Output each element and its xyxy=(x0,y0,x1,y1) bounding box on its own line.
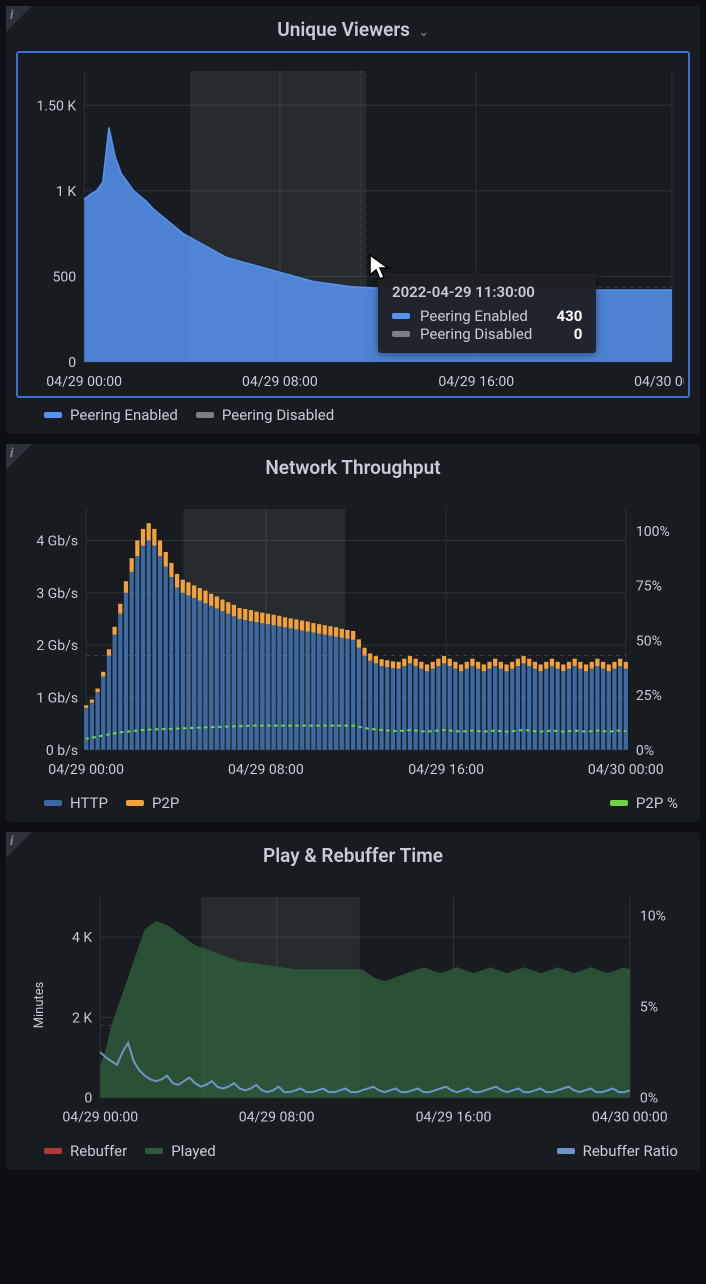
chevron-down-icon: ⌄ xyxy=(419,25,429,39)
panel-title-text: Play & Rebuffer Time xyxy=(263,844,443,867)
svg-text:5%: 5% xyxy=(640,999,658,1015)
y-axis-label: Minutes xyxy=(32,982,47,1029)
legend-item[interactable]: Played xyxy=(145,1142,216,1160)
svg-text:04/29 00:00: 04/29 00:00 xyxy=(46,374,122,390)
svg-text:04/29 08:00: 04/29 08:00 xyxy=(228,762,304,778)
panel-title[interactable]: Play & Rebuffer Time xyxy=(16,838,690,877)
svg-text:1.50 K: 1.50 K xyxy=(37,98,77,114)
svg-text:500: 500 xyxy=(52,269,76,285)
svg-text:0%: 0% xyxy=(640,1090,658,1106)
panel-play-rebuffer: i Play & Rebuffer Time Minutes 0 2 K 4 K 0%… xyxy=(6,832,700,1170)
panel-info-icon[interactable]: i xyxy=(6,6,32,32)
svg-text:75%: 75% xyxy=(636,579,662,595)
panel-info-icon[interactable]: i xyxy=(6,444,32,470)
legend-item[interactable]: Peering Disabled xyxy=(196,406,334,424)
svg-text:2 Gb/s: 2 Gb/s xyxy=(36,638,78,654)
svg-text:25%: 25% xyxy=(636,688,662,704)
svg-text:04/29 16:00: 04/29 16:00 xyxy=(416,1110,492,1126)
chart-legend: Rebuffer Played Rebuffer Ratio xyxy=(16,1134,690,1160)
svg-text:04/30 00:00: 04/30 00:00 xyxy=(588,762,664,778)
play-rebuffer-chart[interactable]: 0 2 K 4 K 0% 5% 10% 04/29 00:00 04/29 08:00 04/2… xyxy=(22,887,684,1128)
chart-legend: Peering Enabled Peering Disabled xyxy=(16,398,690,424)
svg-text:04/29 00:00: 04/29 00:00 xyxy=(48,762,124,778)
legend-item[interactable]: Rebuffer xyxy=(44,1142,127,1160)
svg-text:1 K: 1 K xyxy=(56,184,76,200)
svg-text:0: 0 xyxy=(68,355,76,371)
svg-text:100%: 100% xyxy=(636,524,670,540)
chart-tooltip: 2022-04-29 11:30:00 Peering Enabled430Pe… xyxy=(378,273,596,353)
legend-item[interactable]: Rebuffer Ratio xyxy=(557,1142,678,1160)
svg-text:4 Gb/s: 4 Gb/s xyxy=(36,533,78,549)
chart-area[interactable]: 0 b/s 1 Gb/s 2 Gb/s 3 Gb/s 4 Gb/s 0% 25% 50% 75%… xyxy=(16,489,690,786)
chart-area[interactable]: Minutes 0 2 K 4 K 0% 5% 10% 04/29 00:00 04/29 0… xyxy=(16,877,690,1134)
svg-text:04/30 00:00: 04/30 00:00 xyxy=(592,1110,668,1126)
legend-item[interactable]: P2P % xyxy=(610,794,678,812)
svg-text:04/29 08:00: 04/29 08:00 xyxy=(239,1110,315,1126)
tooltip-timestamp: 2022-04-29 11:30:00 xyxy=(392,283,582,301)
svg-text:0: 0 xyxy=(84,1090,92,1106)
svg-text:2 K: 2 K xyxy=(72,1010,92,1026)
legend-item[interactable]: P2P xyxy=(126,794,179,812)
panel-info-icon[interactable]: i xyxy=(6,832,32,858)
svg-text:4 K: 4 K xyxy=(72,930,92,946)
svg-text:10%: 10% xyxy=(640,908,666,924)
legend-item[interactable]: HTTP xyxy=(44,794,108,812)
panel-title[interactable]: Unique Viewers ⌄ xyxy=(16,12,690,51)
svg-text:04/29 00:00: 04/29 00:00 xyxy=(62,1110,138,1126)
chart-legend: HTTP P2P P2P % xyxy=(16,786,690,812)
svg-text:1 Gb/s: 1 Gb/s xyxy=(36,690,78,706)
panel-network-throughput: i Network Throughput 0 b/s 1 Gb/s 2 Gb/s 3 … xyxy=(6,444,700,822)
svg-text:04/29 16:00: 04/29 16:00 xyxy=(438,374,514,390)
panel-title-text: Unique Viewers xyxy=(277,18,410,41)
svg-text:0%: 0% xyxy=(636,743,654,759)
svg-text:3 Gb/s: 3 Gb/s xyxy=(36,586,78,602)
panel-title-text: Network Throughput xyxy=(265,456,440,479)
svg-text:0 b/s: 0 b/s xyxy=(46,743,78,759)
network-throughput-chart[interactable]: 0 b/s 1 Gb/s 2 Gb/s 3 Gb/s 4 Gb/s 0% 25% 50% 75%… xyxy=(22,499,684,780)
svg-text:04/29 08:00: 04/29 08:00 xyxy=(242,374,318,390)
legend-item[interactable]: Peering Enabled xyxy=(44,406,178,424)
chart-area[interactable]: 0 500 1 K 1.50 K 04/29 00:00 04/29 08:00 04/29… xyxy=(16,51,690,398)
svg-text:04/30 00:00: 04/30 00:00 xyxy=(634,374,684,390)
panel-title[interactable]: Network Throughput xyxy=(16,450,690,489)
tooltip-row: Peering Disabled0 xyxy=(392,325,582,343)
svg-text:50%: 50% xyxy=(636,633,662,649)
svg-text:04/29 16:00: 04/29 16:00 xyxy=(408,762,484,778)
tooltip-row: Peering Enabled430 xyxy=(392,307,582,325)
panel-unique-viewers: i Unique Viewers ⌄ 0 500 1 K 1.50 K 04/29 00… xyxy=(6,6,700,434)
